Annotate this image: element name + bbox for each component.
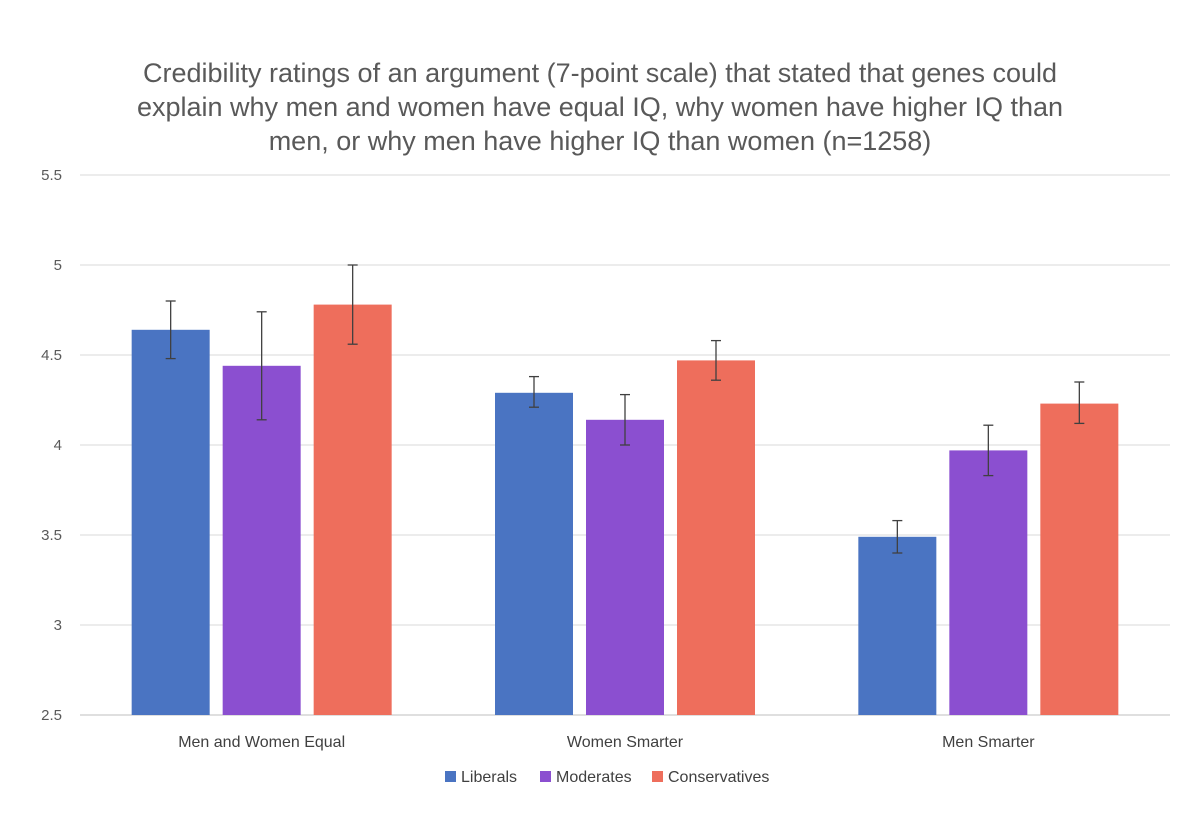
chart-title-line-3: men, or why men have higher IQ than wome… bbox=[268, 126, 932, 156]
bar-conservatives-2 bbox=[1040, 403, 1119, 715]
y-tick-label-1: 3 bbox=[54, 617, 62, 634]
x-category-label-1: Women Smarter bbox=[567, 734, 684, 751]
bar-liberals-1 bbox=[495, 392, 573, 715]
bar-conservatives-1 bbox=[677, 360, 755, 715]
y-tick-label-0: 2.5 bbox=[41, 707, 62, 724]
y-tick-label-2: 3.5 bbox=[41, 527, 62, 544]
legend-swatch-conservatives bbox=[652, 771, 663, 782]
legend-label-moderates: Moderates bbox=[556, 769, 632, 786]
bar-moderates-2 bbox=[949, 450, 1028, 715]
chart-title-line-2: explain why men and women have equal IQ,… bbox=[136, 92, 1064, 122]
bar-liberals-2 bbox=[858, 536, 937, 715]
y-tick-label-6: 5.5 bbox=[41, 167, 62, 184]
bar-conservatives-0 bbox=[313, 304, 392, 715]
legend-label-conservatives: Conservatives bbox=[668, 769, 769, 786]
bar-moderates-1 bbox=[586, 419, 664, 715]
y-tick-label-4: 4.5 bbox=[41, 347, 62, 364]
x-category-label-0: Men and Women Equal bbox=[178, 734, 345, 751]
legend-label-liberals: Liberals bbox=[461, 769, 517, 786]
bar-liberals-0 bbox=[131, 329, 210, 715]
bar-moderates-0 bbox=[222, 365, 301, 715]
legend-swatch-moderates bbox=[540, 771, 551, 782]
legend-swatch-liberals bbox=[445, 771, 456, 782]
y-tick-label-3: 4 bbox=[54, 437, 62, 454]
x-category-label-2: Men Smarter bbox=[942, 734, 1035, 751]
y-tick-label-5: 5 bbox=[54, 257, 62, 274]
chart-title-line-1: Credibility ratings of an argument (7-po… bbox=[142, 58, 1057, 88]
